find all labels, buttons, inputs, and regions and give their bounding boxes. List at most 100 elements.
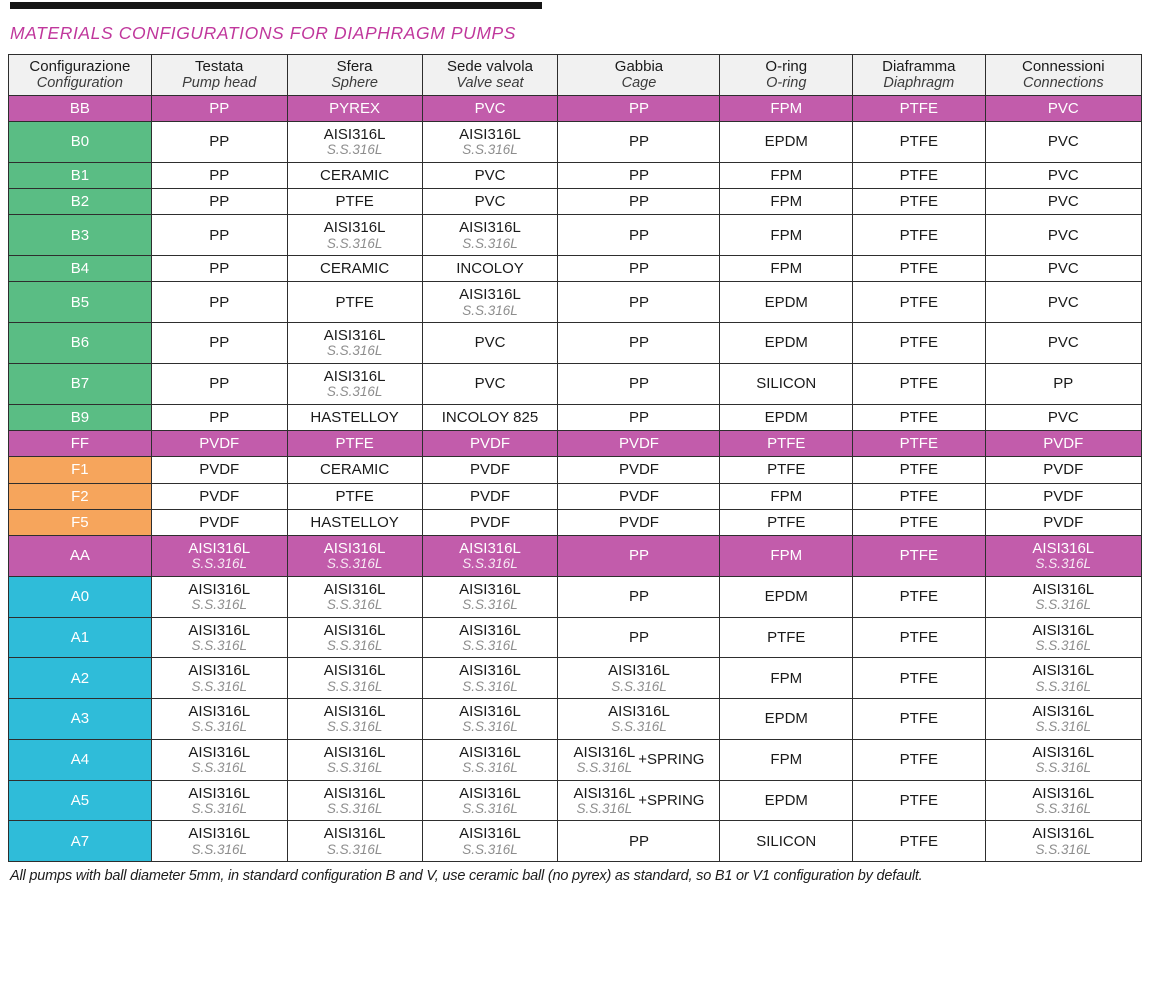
material-cell: PP <box>150 322 288 364</box>
config-code-cell: B7 <box>8 362 152 405</box>
material-subvalue: S.S.316L <box>462 556 518 572</box>
material-value: PTFE <box>899 791 938 809</box>
material-value: AISI316L <box>1032 743 1095 761</box>
material-value: AISI316L <box>608 662 670 680</box>
material-value: AISI316L <box>323 621 386 639</box>
material-cell: PVDF <box>421 482 559 510</box>
material-cell: AISI316L S.S.316L <box>984 779 1143 822</box>
column-label-en: Valve seat <box>456 75 524 92</box>
material-value: PVDF <box>1043 487 1084 505</box>
material-value: AISI316L <box>573 743 636 761</box>
material-cell: INCOLOY 825 <box>421 403 559 432</box>
material-cell: PP <box>557 214 721 257</box>
material-value: FPM <box>770 260 803 278</box>
material-value: PTFE <box>899 260 938 278</box>
material-value: PP <box>628 133 649 151</box>
material-subvalue: S.S.316L <box>462 235 518 251</box>
material-value: EPDM <box>764 334 808 352</box>
table-row-b9: B9 PP HASTELLOY INCOLOY 825 PP EPDM PTFE PVC <box>8 403 1143 432</box>
material-cell: AISI316L S.S.316L <box>150 575 288 618</box>
material-cell: PP <box>150 362 288 405</box>
material-cell: PVDF <box>984 456 1143 484</box>
material-cell: PTFE <box>852 121 986 163</box>
material-subvalue: S.S.316L <box>191 841 247 857</box>
material-cell: SILICON <box>719 820 854 863</box>
material-value: PVC <box>1047 408 1079 426</box>
material-cell: PVDF <box>557 429 721 458</box>
material-cell: PVDF <box>150 482 288 510</box>
material-value: PTFE <box>899 99 938 117</box>
material-cell: PTFE <box>852 188 986 216</box>
material-cell: PVDF <box>421 456 559 484</box>
material-cell: PP <box>557 161 721 190</box>
material-cell: AISI316L S.S.316L <box>150 616 288 659</box>
material-subvalue: S.S.316L <box>1035 841 1092 857</box>
table-row-a1: A1 AISI316L S.S.316L AISI316L S.S.316L AISI31… <box>8 616 1143 659</box>
table-row-b4: B4 PP CERAMIC INCOLOY PP FPM PTFE PVC <box>8 255 1143 283</box>
table-row-a5: A5 AISI316L S.S.316L AISI316L S.S.316L AISI31… <box>8 779 1143 822</box>
material-cell: AISI316L S.S.316L <box>421 738 559 781</box>
material-value: CERAMIC <box>320 260 390 278</box>
material-cell: PP <box>557 322 721 364</box>
material-cell: EPDM <box>719 779 854 822</box>
page-title: MATERIALS CONFIGURATIONS FOR DIAPHRAGM P… <box>10 23 517 43</box>
material-cell: PTFE <box>852 281 986 324</box>
material-cell: PVC <box>421 322 559 364</box>
material-value: PTFE <box>899 226 938 244</box>
material-value: PVC <box>1047 99 1079 117</box>
material-value: PP <box>209 133 230 151</box>
material-cell: PTFE <box>852 575 986 618</box>
material-value: FPM <box>770 669 803 687</box>
material-cell: AISI316L S.S.316L <box>286 738 423 781</box>
config-code-cell: AA <box>8 535 152 577</box>
material-value: AISI316L <box>323 580 386 598</box>
material-cell: PVDF <box>557 508 721 537</box>
config-code-cell: F2 <box>8 482 152 510</box>
material-cell: PVC <box>984 121 1143 163</box>
config-code-cell: A5 <box>8 779 152 822</box>
material-cell: PVDF <box>150 508 288 537</box>
material-cell: PTFE <box>852 535 986 577</box>
material-value: PTFE <box>899 487 938 505</box>
config-code-cell: B6 <box>8 322 152 364</box>
material-subvalue: S.S.316L <box>326 556 383 572</box>
material-value: AISI316L <box>608 703 670 721</box>
material-value: PVC <box>1047 334 1079 352</box>
material-value: AISI316L <box>323 703 386 721</box>
material-value: PTFE <box>899 669 938 687</box>
material-subvalue: S.S.316L <box>462 302 518 318</box>
material-value: PVDF <box>469 435 510 452</box>
material-cell: AISI316L S.S.316L <box>421 281 559 324</box>
config-code-cell: BB <box>8 94 152 123</box>
material-cell: PTFE <box>286 429 423 458</box>
table-row-ff: FF PVDF PTFE PVDF PVDF PTFE PTFE PVDF <box>8 429 1143 458</box>
material-value: PP <box>209 99 230 117</box>
material-cell: AISI316L S.S.316L <box>557 657 721 700</box>
material-value: PP <box>209 375 230 393</box>
material-value: EPDM <box>764 133 808 151</box>
material-subvalue: S.S.316L <box>462 719 518 735</box>
material-value: AISI316L <box>188 662 251 680</box>
column-label-en: Cage <box>621 75 657 92</box>
material-value: PTFE <box>899 193 938 211</box>
footnote: All pumps with ball diameter 5mm, in sta… <box>10 868 923 885</box>
material-value: AISI316L <box>323 825 386 843</box>
material-value: PP <box>209 408 230 426</box>
material-value: PVDF <box>1043 513 1084 531</box>
material-cell: AISI316L S.S.316L <box>984 616 1143 659</box>
materials-configurations-table: Configurazione Configuration Testata Pump h… <box>8 54 1143 863</box>
material-value: PVDF <box>469 513 510 531</box>
material-subvalue: S.S.316L <box>611 719 667 735</box>
column-header-diaphragm: Diaframma Diaphragm <box>852 54 986 96</box>
material-value: AISI316L <box>1032 540 1095 557</box>
material-value: PTFE <box>899 513 938 531</box>
material-value: AISI316L <box>1032 621 1095 639</box>
material-value: PP <box>209 193 230 211</box>
material-value: PTFE <box>767 461 806 479</box>
material-cell: FPM <box>719 255 854 283</box>
material-cell: AISI316L S.S.316L <box>150 657 288 700</box>
material-cell: CERAMIC <box>286 161 423 190</box>
material-value: EPDM <box>764 710 808 728</box>
config-code-cell: A1 <box>8 616 152 659</box>
material-value: AISI316L <box>1032 825 1095 843</box>
